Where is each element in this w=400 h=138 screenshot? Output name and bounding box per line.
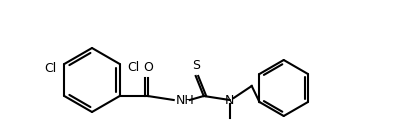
Text: O: O — [143, 61, 153, 74]
Text: S: S — [192, 59, 200, 72]
Text: NH: NH — [176, 94, 194, 107]
Text: Cl: Cl — [128, 62, 140, 75]
Text: Cl: Cl — [44, 62, 56, 75]
Text: N: N — [225, 94, 234, 107]
